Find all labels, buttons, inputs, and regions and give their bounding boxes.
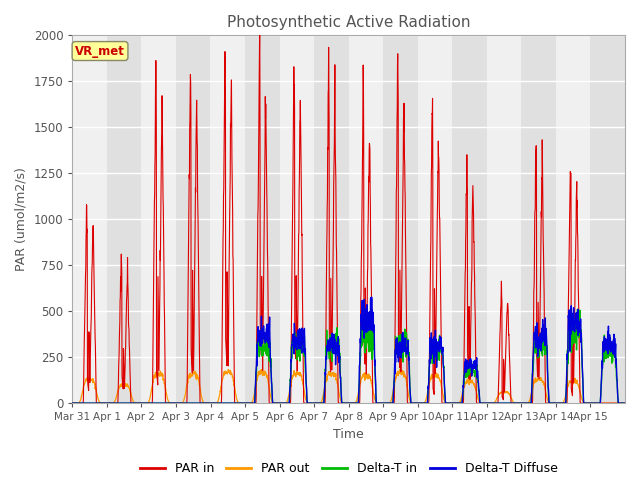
Delta-T in [243,400,251,406]
PAR in [68,400,76,406]
X-axis label: Time: Time [333,428,364,441]
Y-axis label: PAR (umol/m2/s): PAR (umol/m2/s) [15,168,28,271]
Delta-T in [614,385,621,391]
PAR out [396,366,404,372]
Delta-T in [573,306,581,312]
PAR in [382,400,390,406]
PAR out [243,400,251,406]
Delta-T in [382,400,390,406]
PAR in [243,400,251,406]
Delta-T Diffuse [515,400,523,406]
Bar [591,36,625,403]
Delta-T Diffuse [547,400,554,406]
PAR in [256,15,264,21]
Delta-T Diffuse [614,384,621,389]
Line: Delta-T in: Delta-T in [72,309,625,403]
Legend: PAR in, PAR out, Delta-T in, Delta-T Diffuse: PAR in, PAR out, Delta-T in, Delta-T Dif… [134,457,563,480]
Bar [522,36,556,403]
PAR in [515,400,523,406]
PAR out [382,400,390,406]
PAR out [124,384,131,389]
Bar [452,36,487,403]
Bar [245,36,280,403]
Text: VR_met: VR_met [75,45,125,58]
Delta-T in [515,400,523,406]
PAR in [547,400,554,406]
Delta-T in [68,400,76,406]
Bar [314,36,349,403]
PAR in [124,254,131,260]
Delta-T Diffuse [368,294,376,300]
Line: PAR in: PAR in [72,18,625,403]
PAR in [614,400,621,406]
Bar [107,36,141,403]
Delta-T Diffuse [382,400,390,406]
PAR out [547,400,554,406]
PAR in [621,400,629,406]
Delta-T Diffuse [124,400,131,406]
PAR out [614,400,621,406]
Delta-T in [124,400,131,406]
PAR out [68,400,76,406]
Delta-T Diffuse [621,400,629,406]
PAR out [515,400,523,406]
Delta-T in [547,400,554,406]
Line: PAR out: PAR out [72,369,625,403]
Delta-T Diffuse [243,400,251,406]
Delta-T Diffuse [68,400,76,406]
Bar [176,36,211,403]
Delta-T in [621,400,629,406]
Line: Delta-T Diffuse: Delta-T Diffuse [72,297,625,403]
Title: Photosynthetic Active Radiation: Photosynthetic Active Radiation [227,15,470,30]
PAR out [621,400,629,406]
Bar [383,36,418,403]
